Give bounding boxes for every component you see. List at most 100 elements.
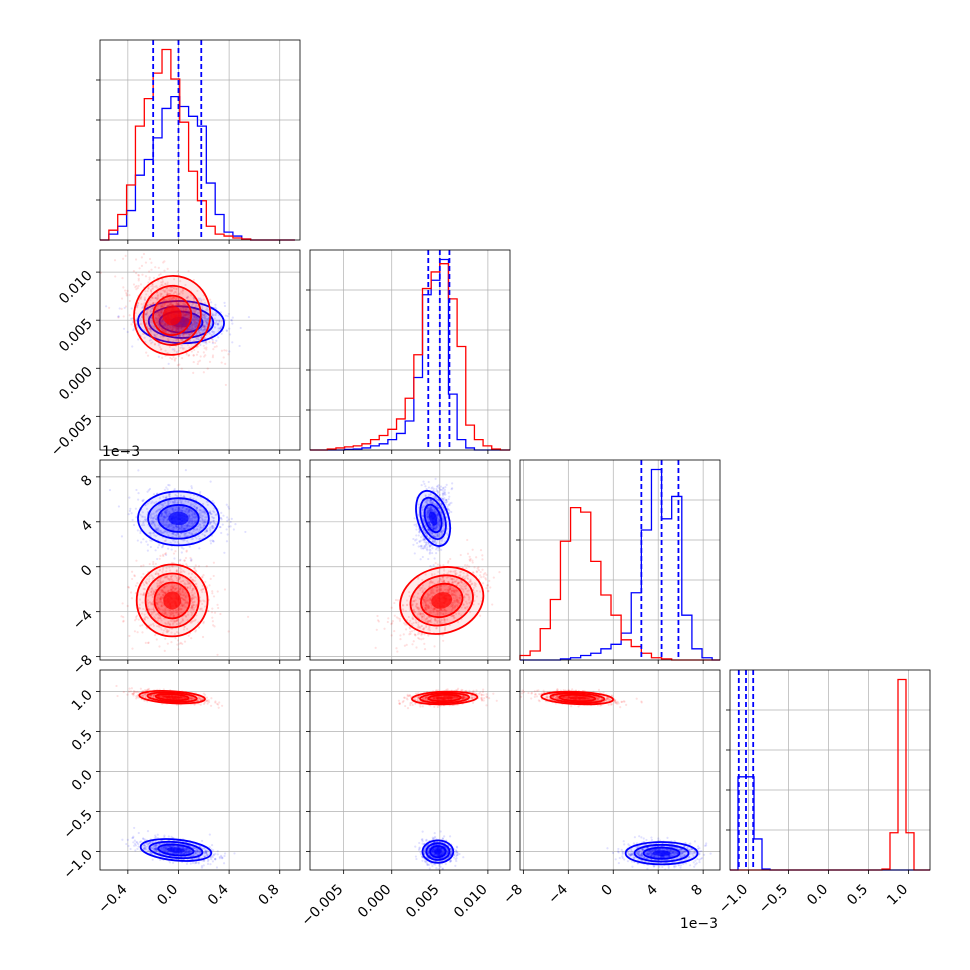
blue-sample-point bbox=[128, 509, 132, 513]
blue-sample-point bbox=[182, 308, 185, 312]
red-sample-point bbox=[170, 641, 173, 644]
blue-sample-point bbox=[181, 509, 184, 513]
blue-sample-point bbox=[415, 523, 418, 526]
red-sample-point bbox=[225, 349, 228, 352]
blue-sample-point bbox=[187, 327, 190, 330]
blue-sample-point bbox=[162, 515, 166, 519]
red-sample-point bbox=[151, 307, 154, 310]
blue-sample-point bbox=[108, 488, 112, 492]
red-sample-point bbox=[150, 321, 154, 324]
blue-sample-point bbox=[177, 509, 180, 512]
blue-sample-point bbox=[171, 524, 174, 527]
red-sample-point bbox=[152, 301, 155, 305]
red-sample-point bbox=[165, 287, 168, 290]
blue-sample-point bbox=[205, 529, 208, 532]
blue-sample-point bbox=[153, 333, 156, 336]
red-sample-point bbox=[163, 330, 166, 333]
blue-sample-point bbox=[178, 509, 181, 512]
blue-sample-point bbox=[196, 311, 199, 315]
red-sample-point bbox=[150, 603, 153, 606]
blue-sample-point bbox=[205, 529, 209, 532]
red-sample-point bbox=[175, 288, 178, 291]
blue-sample-point bbox=[190, 485, 193, 488]
red-sample-point bbox=[171, 326, 174, 329]
blue-sample-point bbox=[164, 509, 168, 512]
red-sample-point bbox=[203, 347, 206, 350]
red-sample-point bbox=[149, 288, 152, 292]
red-sample-point bbox=[130, 597, 134, 600]
blue-sample-point bbox=[178, 509, 181, 512]
red-sample-point bbox=[149, 306, 152, 309]
blue-sample-point bbox=[203, 314, 206, 318]
blue-sample-point bbox=[185, 296, 189, 299]
blue-sample-point bbox=[201, 519, 204, 522]
blue-sample-point bbox=[171, 500, 175, 504]
blue-sample-point bbox=[213, 511, 216, 514]
red-sample-point bbox=[217, 606, 220, 610]
red-sample-point bbox=[216, 603, 219, 606]
blue-sample-point bbox=[212, 332, 216, 335]
blue-sample-point bbox=[181, 346, 184, 349]
red-sample-point bbox=[190, 324, 193, 327]
red-sample-point bbox=[159, 292, 162, 295]
blue-sample-point bbox=[160, 515, 163, 518]
blue-sample-point bbox=[187, 507, 190, 510]
blue-sample-point bbox=[149, 515, 153, 518]
blue-sample-point bbox=[212, 519, 215, 522]
blue-sample-point bbox=[204, 317, 207, 320]
blue-sample-point bbox=[171, 532, 175, 535]
blue-sample-point bbox=[220, 531, 223, 535]
blue-sample-point bbox=[205, 323, 208, 326]
red-sample-point bbox=[153, 342, 157, 345]
red-sample-point bbox=[182, 302, 185, 305]
blue-sample-point bbox=[212, 519, 215, 523]
blue-sample-point bbox=[199, 490, 202, 494]
red-sample-point bbox=[227, 353, 230, 356]
red-sample-point bbox=[163, 617, 166, 620]
blue-sample-point bbox=[154, 518, 158, 521]
blue-sample-point bbox=[154, 535, 158, 538]
blue-sample-point bbox=[177, 506, 180, 509]
blue-sample-point bbox=[179, 558, 182, 561]
blue-sample-point bbox=[187, 511, 190, 514]
red-sample-point bbox=[175, 330, 178, 333]
blue-sample-point bbox=[132, 523, 136, 527]
red-sample-point bbox=[197, 565, 201, 568]
blue-sample-point bbox=[189, 517, 192, 521]
red-sample-point bbox=[155, 312, 158, 315]
blue-sample-point bbox=[192, 516, 195, 519]
red-sample-point bbox=[169, 302, 173, 305]
red-sample-point bbox=[204, 354, 207, 357]
red-sample-point bbox=[160, 305, 163, 308]
red-sample-point bbox=[186, 343, 189, 346]
blue-sample-point bbox=[165, 325, 169, 329]
blue-sample-point bbox=[188, 325, 191, 329]
blue-sample-point bbox=[182, 303, 185, 306]
red-sample-point bbox=[167, 340, 170, 343]
red-sample-point bbox=[199, 608, 202, 611]
red-sample-point bbox=[135, 559, 138, 562]
blue-sample-point bbox=[203, 510, 206, 513]
blue-sample-point bbox=[149, 545, 152, 549]
red-sample-point bbox=[482, 575, 485, 578]
red-sample-point bbox=[192, 308, 195, 311]
blue-sample-point bbox=[422, 480, 425, 483]
blue-sample-point bbox=[135, 488, 138, 492]
red-sample-point bbox=[202, 371, 205, 374]
red-sample-point bbox=[185, 296, 189, 299]
histogram-red bbox=[730, 678, 930, 871]
blue-sample-point bbox=[182, 527, 185, 530]
blue-sample-point bbox=[158, 313, 161, 316]
blue-sample-point bbox=[180, 509, 184, 513]
red-sample-point bbox=[220, 349, 224, 352]
blue-sample-point bbox=[190, 327, 193, 330]
blue-sample-point bbox=[210, 301, 213, 304]
blue-sample-point bbox=[211, 539, 214, 542]
blue-sample-point bbox=[427, 557, 430, 561]
blue-sample-point bbox=[163, 501, 167, 505]
blue-sample-point bbox=[140, 515, 143, 518]
blue-sample-point bbox=[117, 505, 121, 508]
red-sample-point bbox=[151, 595, 154, 599]
red-sample-point bbox=[181, 587, 184, 590]
blue-sample-point bbox=[176, 532, 179, 535]
